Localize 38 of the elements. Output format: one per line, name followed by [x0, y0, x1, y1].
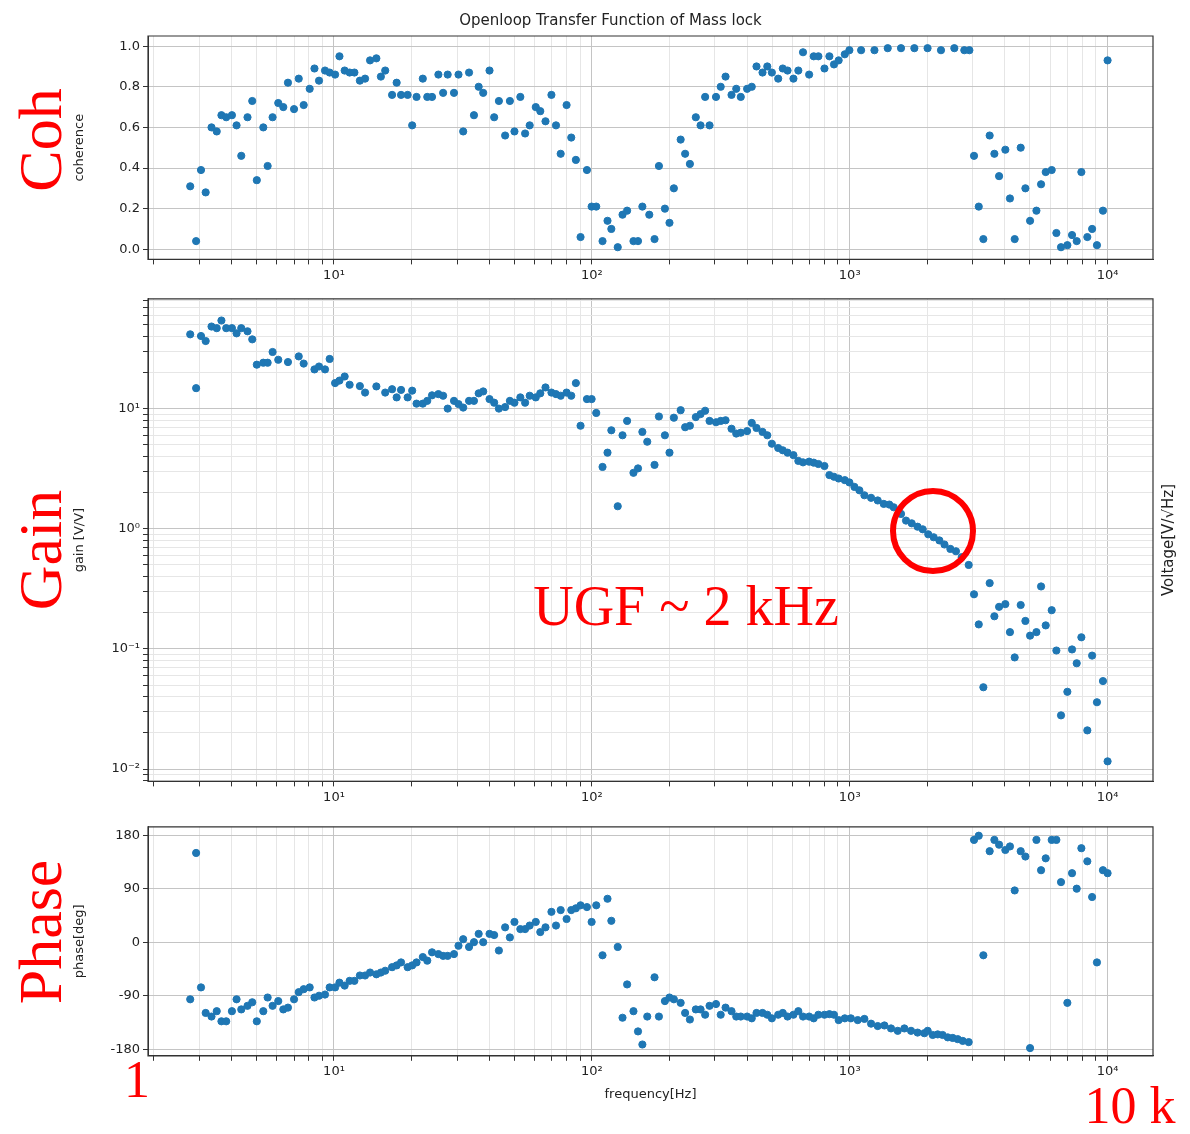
- y-tick-label: 90: [123, 880, 140, 896]
- x-tick-label: 10⁴: [1096, 266, 1119, 282]
- text: Phase: [6, 859, 74, 1005]
- y-tick-label: 10⁻²: [111, 760, 140, 776]
- x-tick-label: 10³: [838, 1062, 861, 1078]
- y-tick-label: 0.6: [119, 118, 140, 134]
- x-tick-label: 10¹: [323, 266, 345, 282]
- y-tick-label: 10⁻¹: [111, 640, 140, 656]
- chart-title: Openloop Transfer Function of Mass lock: [459, 10, 763, 29]
- x-tick-label: 10⁴: [1096, 1062, 1119, 1078]
- y-tick-label: 0: [131, 933, 140, 949]
- x-axis-title: frequency[Hz]: [604, 1085, 697, 1101]
- text: Coh: [6, 88, 74, 192]
- x-tick-label: 10³: [838, 788, 861, 804]
- x-tick-label: 10⁴: [1096, 788, 1119, 804]
- y-tick-label: 0.4: [119, 159, 140, 175]
- y-tick-label: 10⁰: [118, 520, 140, 536]
- y-tick-label: -180: [110, 1040, 140, 1056]
- y-tick-label: 0.2: [119, 200, 140, 215]
- y-axis-title: coherence: [71, 113, 87, 182]
- annotation: UGF ~ 2 kHz: [533, 575, 839, 637]
- x-tick-label: 10¹: [323, 788, 345, 804]
- y-tick-label: 180: [115, 826, 140, 842]
- x-tick-label: 10¹: [323, 1062, 345, 1078]
- y-tick-label: -90: [118, 987, 140, 1003]
- x-tick-label: 10²: [580, 266, 603, 282]
- x-tick-label: 10²: [580, 788, 603, 804]
- y-tick-label: 1.0: [119, 37, 140, 53]
- y-tick-label: 0.0: [119, 240, 140, 256]
- y2-axis-title: Voltage[V/√Hz]: [1159, 484, 1177, 596]
- x-tick-label: 10³: [838, 266, 861, 282]
- text: 10 k: [1084, 1077, 1176, 1134]
- text: Gain: [6, 489, 74, 611]
- y-tick-label: 10¹: [118, 399, 140, 415]
- y-axis-title: phase[deg]: [71, 904, 87, 979]
- x-tick-label: 10²: [580, 1062, 603, 1078]
- y-tick-label: 0.8: [119, 78, 140, 94]
- y-axis-title: gain [V/V]: [71, 507, 87, 573]
